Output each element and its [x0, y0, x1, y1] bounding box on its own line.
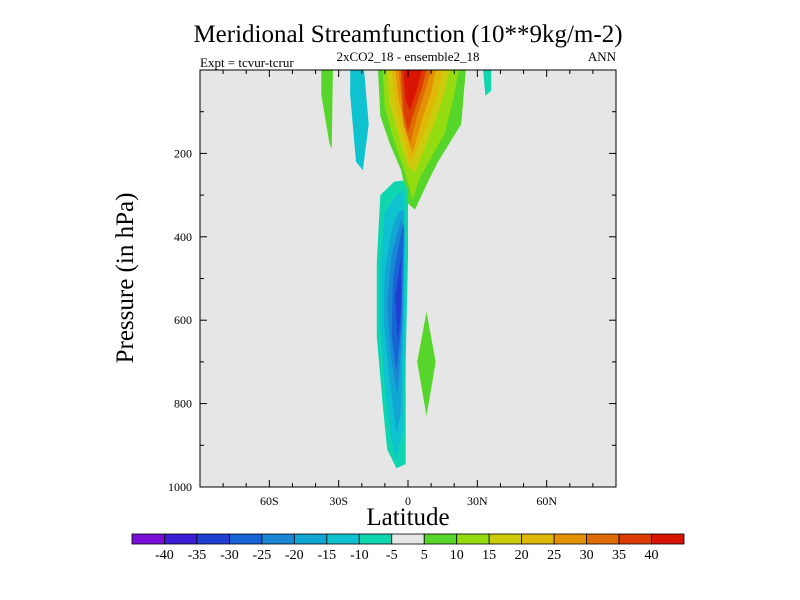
colorbar-swatch: [391, 533, 425, 545]
axis-ticks: 60S 30S 0 30N 60N 200 400 600 800 1000: [168, 70, 616, 508]
colorbar-label: 40: [645, 548, 659, 563]
x-tick-label: 30N: [467, 494, 488, 508]
colorbar-swatch: [651, 533, 685, 545]
colorbar-swatch: [326, 533, 360, 545]
colorbar-swatch: [229, 533, 263, 545]
colorbar-label: -35: [188, 548, 207, 563]
contour-pos-cell-low: [417, 311, 436, 417]
chart-title: Meridional Streamfunction (10**9kg/m-2): [193, 21, 622, 48]
colorbar-label: 35: [612, 548, 626, 563]
x-tick-label: 60S: [260, 494, 279, 508]
colorbar-label: -30: [220, 548, 239, 563]
contour-neg-cell-30: [395, 257, 402, 342]
colorbar-label: -25: [253, 548, 272, 563]
colorbar-swatch: [131, 533, 165, 545]
colorbar-swatch: [456, 533, 490, 545]
colorbar-label: 20: [515, 548, 529, 563]
colorbar-swatch: [586, 533, 620, 545]
colorbar-label: -40: [155, 548, 174, 563]
colorbar-label: 5: [421, 548, 428, 563]
colorbar-swatch: [358, 533, 393, 545]
y-axis-label: Pressure (in hPa): [112, 193, 139, 364]
colorbar-label: -5: [386, 548, 398, 563]
colorbar: -40 -35 -30 -25 -20 -15 -10 -5 5 10 15 20 25 30 35 40: [131, 533, 685, 563]
y-tick-label: 400: [174, 230, 192, 244]
colorbar-swatch: [196, 533, 230, 545]
colorbar-swatch: [488, 533, 523, 545]
colorbar-label: 15: [482, 548, 496, 563]
y-tick-label: 200: [174, 146, 192, 160]
y-tick-label: 1000: [168, 480, 192, 494]
colorbar-label: 10: [450, 548, 464, 563]
experiment-label: Expt = tcvur-tcrur: [200, 55, 294, 70]
run-label: 2xCO2_18 - ensemble2_18: [337, 49, 480, 64]
y-tick-label: 800: [174, 397, 192, 411]
colorbar-label: 25: [547, 548, 561, 563]
contour-pos-cell-40: [403, 70, 422, 110]
colorbar-swatch: [293, 533, 328, 545]
colorbar-swatch: [261, 533, 295, 545]
colorbar-label: -20: [285, 548, 304, 563]
colorbar-swatch: [423, 533, 458, 545]
colorbar-swatch: [553, 533, 587, 545]
colorbar-swatch: [618, 533, 652, 545]
x-tick-label: 0: [405, 494, 411, 508]
contour-layer: [321, 70, 492, 469]
period-label: ANN: [588, 49, 617, 64]
colorbar-swatch: [521, 533, 555, 545]
contour-pos-lobe-30s: [321, 70, 333, 150]
colorbar-label: -10: [350, 548, 369, 563]
contour-neg-lobe-25s: [350, 70, 369, 171]
x-axis-label: Latitude: [366, 504, 449, 531]
colorbar-swatch: [164, 533, 198, 545]
x-tick-label: 30S: [329, 494, 348, 508]
y-tick-label: 600: [174, 313, 192, 327]
x-tick-label: 60N: [536, 494, 557, 508]
colorbar-label: 30: [580, 548, 594, 563]
colorbar-label: -15: [317, 548, 336, 563]
contour-neg-lobe-35n: [483, 70, 492, 96]
